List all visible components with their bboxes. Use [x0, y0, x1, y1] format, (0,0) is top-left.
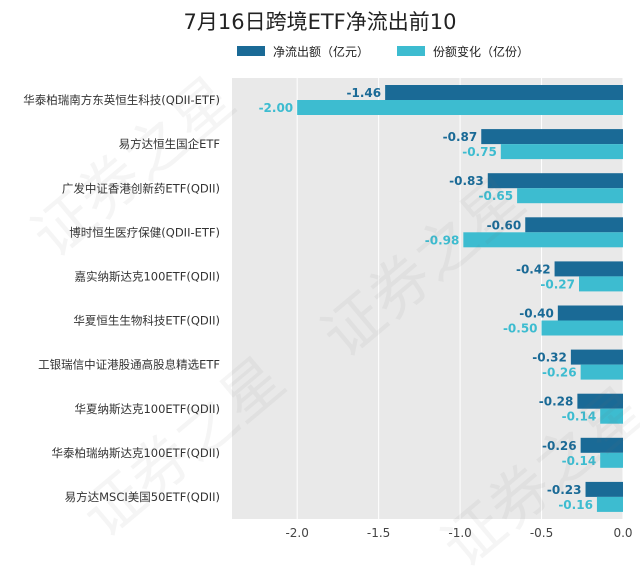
- data-label-outflow: -0.28: [539, 395, 574, 409]
- bar-share-change: [500, 144, 623, 160]
- plot-area: -2.0 -1.5 -1.0 -0.5 0.0 华泰柏瑞南方东英恒生科技(QDII-ETF…: [23, 78, 633, 540]
- bar-share-change: [541, 320, 623, 336]
- bar-outflow: [487, 173, 623, 189]
- x-tick-label: -0.5: [530, 526, 553, 540]
- data-label-outflow: -0.32: [532, 351, 567, 365]
- data-label-outflow: -0.83: [449, 174, 484, 188]
- bar-outflow: [554, 261, 623, 277]
- x-tick-label: -2.0: [285, 526, 308, 540]
- data-label-share-change: -0.16: [558, 498, 593, 512]
- data-label-outflow: -0.26: [542, 439, 577, 453]
- category-label: 华夏纳斯达克100ETF(QDII): [74, 402, 220, 416]
- bar-outflow: [557, 305, 623, 321]
- chart-title: 7月16日跨境ETF净流出前10: [183, 10, 457, 34]
- bar-outflow: [580, 437, 623, 453]
- data-label-outflow: -0.40: [519, 307, 554, 321]
- x-tick-label: -1.5: [367, 526, 390, 540]
- data-label-share-change: -2.00: [259, 101, 294, 115]
- category-label: 工银瑞信中证港股通高股息精选ETF: [38, 358, 220, 372]
- category-label: 广发中证香港创新药ETF(QDII): [62, 181, 220, 195]
- data-label-outflow: -0.60: [487, 218, 522, 232]
- bar-share-change: [596, 496, 623, 512]
- data-label-share-change: -0.14: [562, 454, 597, 468]
- data-label-share-change: -0.26: [542, 366, 577, 380]
- bar-outflow: [481, 129, 623, 145]
- bar-outflow: [577, 393, 623, 409]
- bar-share-change: [517, 188, 623, 204]
- data-label-share-change: -0.98: [425, 233, 460, 247]
- bar-share-change: [600, 408, 623, 424]
- data-label-outflow: -1.46: [347, 86, 382, 100]
- bar-outflow: [525, 217, 623, 233]
- bar-share-change: [297, 100, 623, 115]
- category-label: 华泰柏瑞纳斯达克100ETF(QDII): [51, 446, 220, 460]
- bar-share-change: [580, 364, 623, 380]
- bar-outflow: [385, 85, 623, 100]
- category-label: 易方达MSCI美国50ETF(QDII): [65, 490, 220, 504]
- legend-swatch-share-change: [397, 46, 425, 56]
- data-label-outflow: -0.42: [516, 262, 551, 276]
- category-label: 华夏恒生生物科技ETF(QDII): [73, 314, 220, 328]
- legend-swatch-outflow: [237, 46, 265, 56]
- category-label: 华泰柏瑞南方东英恒生科技(QDII-ETF): [23, 93, 220, 107]
- x-tick-label: -1.0: [448, 526, 471, 540]
- legend-item-share-change: 份额变化（亿份）: [397, 43, 529, 59]
- bar-outflow: [585, 481, 623, 497]
- data-label-outflow: -0.87: [443, 130, 478, 144]
- bar-share-change: [579, 276, 623, 292]
- bar-outflow: [570, 349, 623, 365]
- legend-item-outflow: 净流出额（亿元）: [237, 43, 369, 59]
- data-label-share-change: -0.27: [540, 277, 575, 291]
- category-label: 博时恒生医疗保健(QDII-ETF): [69, 225, 220, 239]
- data-label-share-change: -0.14: [562, 410, 597, 424]
- data-label-share-change: -0.75: [462, 145, 497, 159]
- category-label: 嘉实纳斯达克100ETF(QDII): [74, 269, 220, 283]
- data-label-outflow: -0.23: [547, 483, 582, 497]
- legend-label-outflow: 净流出额（亿元）: [273, 44, 370, 59]
- bar-share-change: [463, 232, 623, 248]
- bar-share-change: [600, 452, 623, 468]
- legend-label-share-change: 份额变化（亿份）: [433, 44, 530, 59]
- data-label-share-change: -0.65: [479, 189, 514, 203]
- x-tick-label: 0.0: [613, 526, 632, 540]
- category-label: 易方达恒生国企ETF: [119, 137, 220, 151]
- data-label-share-change: -0.50: [503, 322, 538, 336]
